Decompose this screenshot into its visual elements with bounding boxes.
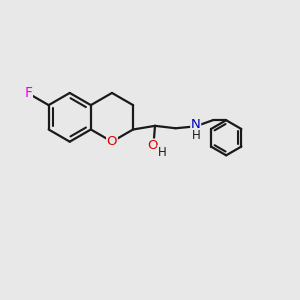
Text: O: O — [107, 135, 117, 148]
Text: H: H — [192, 129, 200, 142]
Text: H: H — [158, 146, 166, 159]
Text: O: O — [148, 139, 158, 152]
Text: F: F — [24, 86, 32, 100]
Text: N: N — [191, 118, 201, 131]
